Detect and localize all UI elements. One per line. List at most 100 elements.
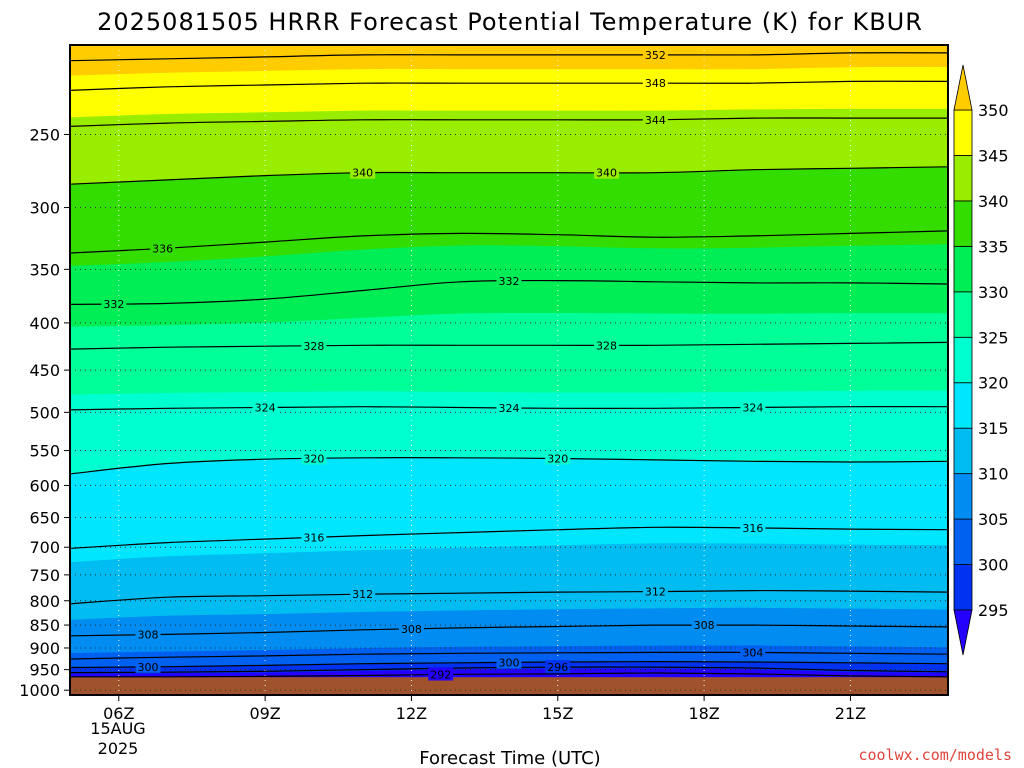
contour-label-344: 344 (642, 112, 668, 127)
contour-label-text: 336 (152, 242, 173, 255)
contour-label-308: 308 (398, 621, 424, 636)
x-axis-label: Forecast Time (UTC) (419, 748, 600, 768)
contour-label-text: 324 (499, 402, 520, 415)
colorbar-tick-label: 295 (978, 601, 1009, 620)
chart-title: 2025081505 HRRR Forecast Potential Tempe… (97, 8, 923, 36)
contour-label-text: 308 (401, 623, 422, 636)
contour-label-324: 324 (740, 400, 766, 414)
contour-label-text: 320 (303, 452, 324, 465)
contour-label-bg (496, 655, 522, 669)
contour-label-bg (642, 47, 668, 61)
y-tick-label: 250 (29, 125, 60, 144)
x-tick-label: 09Z (249, 704, 280, 723)
y-axis: 250 300 350 400 450 500 550 600 650 700 750 800 850 9… (19, 125, 70, 700)
contour-label-text: 340 (352, 167, 373, 180)
isentrope-308 (70, 624, 948, 637)
y-tick-label: 850 (29, 616, 60, 635)
contour-label-text: 300 (499, 656, 520, 669)
isentrope-348 (70, 80, 948, 91)
y-tick-label: 600 (29, 476, 60, 495)
isentrope-304 (70, 651, 948, 660)
contour-label-312: 312 (642, 584, 668, 599)
y-tick-label: 300 (29, 199, 60, 218)
y-tick-label: 400 (29, 314, 60, 333)
colorbar-tick-label: 310 (978, 465, 1009, 484)
contour-label-text: 332 (499, 275, 520, 288)
contour-label-text: 312 (645, 586, 666, 599)
contour-label-bg (301, 451, 327, 465)
colorbar-tick-label: 335 (978, 237, 1009, 256)
x-axis: 15AUG 2025 06Z 09Z 12Z 15Z 18Z 21Z (90, 695, 866, 758)
contour-label-292: 292 (428, 667, 454, 682)
contour-label-304: 304 (740, 645, 766, 659)
contour-label-bg (594, 338, 620, 352)
contour-label-text: 312 (352, 588, 373, 601)
contour-label-text: 296 (547, 661, 568, 674)
contour-label-bg (545, 451, 571, 465)
contour-label-text: 328 (596, 339, 617, 352)
y-tick-label: 750 (29, 566, 60, 585)
x-tick-label: 18Z (688, 704, 719, 723)
x-tick-label: 12Z (396, 704, 427, 723)
colorbar-tick-label: 330 (978, 283, 1009, 302)
contour-label-text: 340 (596, 167, 617, 180)
contour-label-text: 324 (255, 401, 276, 414)
contour-label-bg (496, 400, 522, 414)
contour-label-bg (642, 584, 668, 598)
isentrope-320 (70, 457, 948, 475)
contour-label-324: 324 (496, 400, 522, 415)
contour-label-bg (594, 165, 620, 179)
contour-label-348: 348 (642, 76, 668, 90)
colorbar-box-300 (953, 518, 973, 565)
colorbar-tick-label: 315 (978, 419, 1009, 438)
contour-label-328: 328 (301, 338, 327, 353)
colorbar-box-345 (953, 109, 973, 156)
colorbar-tick-label: 340 (978, 192, 1009, 211)
colorbar-box-320 (953, 336, 973, 384)
colorbar-tick-label: 300 (978, 556, 1009, 575)
colorbar-box-325 (953, 291, 973, 338)
colorbar-tick-label: 325 (978, 328, 1009, 347)
colorbar-tick-label: 320 (978, 374, 1009, 393)
contour-label-bg (150, 241, 176, 255)
contour-label-316: 316 (740, 520, 766, 535)
contour-label-bg (740, 400, 766, 414)
contour-label-bg (740, 520, 766, 534)
contour-label-332: 332 (496, 274, 522, 288)
grid-lines (70, 45, 948, 695)
contour-label-text: 316 (303, 531, 324, 544)
contour-label-296: 296 (545, 660, 571, 674)
contour-label-320: 320 (301, 451, 327, 465)
contour-label-bg (428, 667, 454, 681)
contour-label-308: 308 (135, 627, 161, 642)
y-tick-label: 950 (29, 661, 60, 680)
y-tick-label: 800 (29, 592, 60, 611)
colorbar-box-305 (953, 473, 973, 520)
x-tick-label: 15Z (542, 704, 573, 723)
contour-label-332: 332 (101, 296, 127, 311)
contour-label-text: 348 (645, 77, 666, 90)
contour-label-328: 328 (594, 338, 620, 352)
colorbar-arrow-low (953, 609, 973, 656)
contour-label-316: 316 (301, 530, 327, 544)
contour-label-324: 324 (252, 400, 278, 414)
contour-label-text: 308 (694, 619, 715, 632)
contour-label-bg (135, 659, 161, 673)
theta-band-350 (70, 45, 948, 76)
contour-label-text: 292 (430, 669, 451, 682)
y-tick-label: 450 (29, 361, 60, 380)
isentrope-316 (70, 526, 948, 549)
contour-label-bg (301, 530, 327, 544)
contour-label-bg (350, 165, 376, 179)
credit-text: coolwx.com/models (858, 746, 1012, 764)
x-tick-label: 21Z (835, 704, 866, 723)
contour-labels: 352 348 344 340 340 336 332 332 328 328 324 324 324 3… (101, 47, 766, 682)
contour-label-340: 340 (350, 165, 376, 180)
contour-label-bg (691, 618, 717, 632)
contour-label-text: 328 (303, 340, 324, 353)
isentrope-312 (70, 589, 948, 605)
contour-label-bg (496, 274, 522, 288)
contour-label-text: 320 (547, 452, 568, 465)
plot-area: 352 348 344 340 340 336 332 332 328 328 324 324 324 3… (69, 44, 949, 696)
